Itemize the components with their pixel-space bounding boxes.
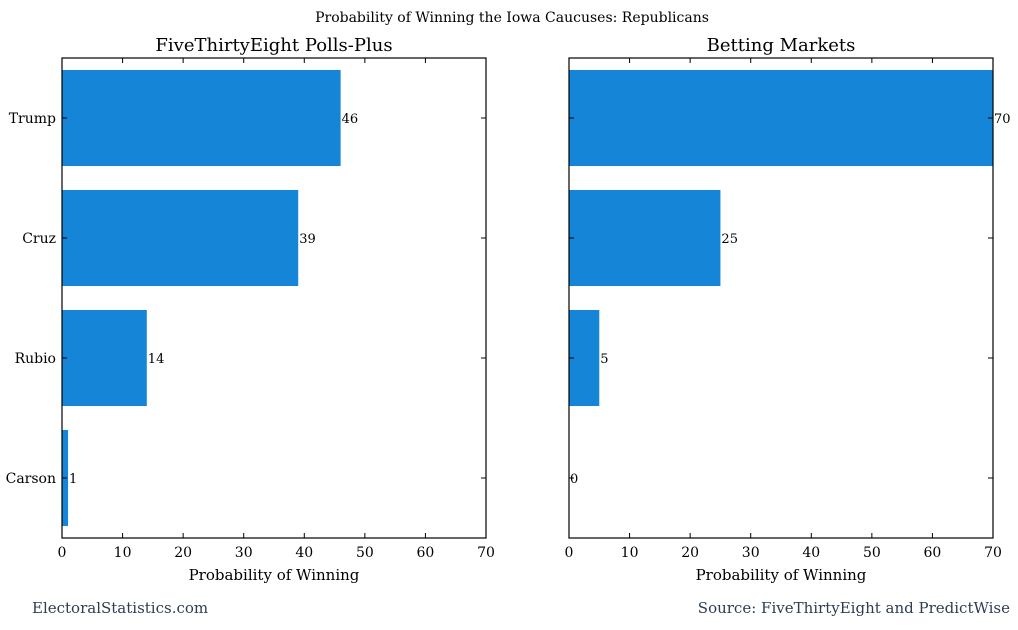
- x-tick-label: 70: [477, 545, 495, 561]
- x-axis-label: Probability of Winning: [696, 566, 867, 584]
- bar-rubio: [62, 310, 147, 406]
- y-tick-label-carson: Carson: [6, 471, 56, 487]
- x-tick-label: 10: [114, 545, 132, 561]
- data-label-carson: 0: [570, 472, 578, 487]
- x-tick-label: 20: [681, 545, 699, 561]
- plot-frame: [568, 57, 994, 539]
- x-tick-label: 40: [802, 545, 820, 561]
- data-label-rubio: 5: [600, 352, 608, 367]
- data-label-trump: 46: [342, 112, 359, 127]
- x-tick-label: 50: [863, 545, 881, 561]
- footer-source-credit: Source: FiveThirtyEight and PredictWise: [697, 599, 1010, 617]
- bar-cruz: [569, 190, 721, 286]
- bar-rubio: [569, 310, 600, 406]
- y-tick-label-rubio: Rubio: [15, 351, 56, 367]
- bar-trump: [569, 70, 993, 166]
- panel-1: FiveThirtyEight Polls-Plus 46 Trump 39 Cruz 1…: [6, 35, 495, 584]
- bar-cruz: [62, 190, 299, 286]
- x-tick-label: 40: [295, 545, 313, 561]
- y-tick-label-trump: Trump: [9, 111, 56, 127]
- footer-site-credit: ElectoralStatistics.com: [32, 599, 209, 617]
- panel-2-title: Betting Markets: [707, 35, 856, 56]
- x-tick-label: 30: [742, 545, 760, 561]
- x-axis-label: Probability of Winning: [189, 566, 360, 584]
- x-tick-label: 60: [924, 545, 942, 561]
- plot-frame: [61, 57, 487, 539]
- x-tick-label: 30: [235, 545, 253, 561]
- x-tick-label: 60: [417, 545, 435, 561]
- bar-trump: [62, 70, 341, 166]
- x-tick-label: 70: [984, 545, 1002, 561]
- data-label-cruz: 39: [299, 232, 316, 247]
- x-tick-label: 50: [356, 545, 374, 561]
- chart-suptitle: Probability of Winning the Iowa Caucuses…: [315, 10, 709, 26]
- x-tick-label: 20: [174, 545, 192, 561]
- data-label-cruz: 25: [721, 232, 738, 247]
- data-label-trump: 70: [994, 112, 1011, 127]
- x-tick-label: 0: [58, 545, 67, 561]
- panel-1-title: FiveThirtyEight Polls-Plus: [155, 35, 392, 56]
- data-label-rubio: 14: [148, 352, 165, 367]
- x-tick-label: 10: [621, 545, 639, 561]
- y-tick-label-cruz: Cruz: [22, 231, 56, 247]
- x-tick-label: 0: [565, 545, 574, 561]
- data-label-carson: 1: [69, 472, 77, 487]
